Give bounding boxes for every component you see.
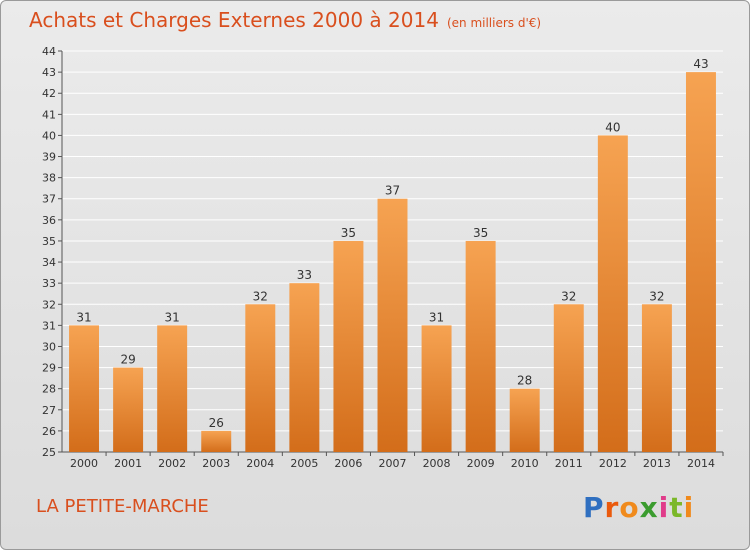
bar xyxy=(553,304,584,452)
y-tick-label: 32 xyxy=(42,298,56,311)
y-tick-label: 25 xyxy=(42,446,56,459)
x-tick-label: 2003 xyxy=(202,457,230,470)
data-label: 31 xyxy=(429,310,444,324)
data-label: 32 xyxy=(649,289,664,303)
chart-title: Achats et Charges Externes 2000 à 2014 (e… xyxy=(29,8,541,32)
data-label: 32 xyxy=(561,289,576,303)
y-tick-label: 26 xyxy=(42,425,56,438)
data-label: 29 xyxy=(120,353,135,367)
logo-letter: P xyxy=(583,491,605,524)
chart-subtitle: (en milliers d'€) xyxy=(446,16,542,30)
y-tick-label: 33 xyxy=(42,277,56,290)
y-tick-label: 38 xyxy=(42,172,56,185)
proxiti-logo: Proxiti xyxy=(583,491,694,524)
logo-letter: o xyxy=(619,491,640,524)
x-tick-label: 2000 xyxy=(70,457,98,470)
bar xyxy=(509,388,540,452)
logo-letter: t xyxy=(669,491,684,524)
bar xyxy=(245,304,276,452)
bar xyxy=(465,240,496,452)
data-label: 35 xyxy=(473,226,488,240)
y-tick-label: 43 xyxy=(42,66,56,79)
x-tick-label: 2006 xyxy=(334,457,362,470)
y-tick-label: 41 xyxy=(42,108,56,121)
y-tick-label: 30 xyxy=(42,340,56,353)
data-label: 32 xyxy=(253,289,268,303)
data-label: 35 xyxy=(341,226,356,240)
bar xyxy=(685,72,716,453)
bar xyxy=(377,198,408,452)
x-tick-label: 2012 xyxy=(599,457,627,470)
chart-title-text: Achats et Charges Externes 2000 à 2014 xyxy=(29,8,439,32)
bar xyxy=(289,283,320,452)
x-tick-label: 2010 xyxy=(511,457,539,470)
y-tick-label: 27 xyxy=(42,404,56,417)
logo-letter: i xyxy=(658,491,670,524)
y-tick-label: 42 xyxy=(42,87,56,100)
logo-letter: x xyxy=(639,491,659,524)
x-tick-label: 2005 xyxy=(290,457,318,470)
y-tick-label: 28 xyxy=(42,383,56,396)
logo-letter: i xyxy=(683,491,695,524)
y-tick-label: 29 xyxy=(42,362,56,375)
data-label: 33 xyxy=(297,268,312,282)
data-label: 43 xyxy=(693,57,708,71)
logo-letter: r xyxy=(604,491,620,524)
bar xyxy=(201,430,232,452)
bar xyxy=(333,240,364,452)
data-label: 37 xyxy=(385,184,400,198)
x-tick-label: 2014 xyxy=(687,457,715,470)
label-layer: 31 2000 29 2001 31 2002 26 2003 32 2004 33 2005 35 20… xyxy=(70,57,715,470)
y-tick-label: 37 xyxy=(42,193,56,206)
y-tick-label: 34 xyxy=(42,256,56,269)
bar xyxy=(157,325,188,452)
x-tick-label: 2002 xyxy=(158,457,186,470)
y-tick-label: 36 xyxy=(42,214,56,227)
commune-name: LA PETITE-MARCHE xyxy=(36,496,209,517)
x-tick-label: 2008 xyxy=(423,457,451,470)
bar xyxy=(641,304,672,452)
bar-layer xyxy=(69,72,716,453)
bar xyxy=(421,325,452,452)
bar xyxy=(597,135,628,452)
x-tick-label: 2009 xyxy=(467,457,495,470)
x-tick-label: 2013 xyxy=(643,457,671,470)
y-tick-label: 31 xyxy=(42,319,56,332)
x-tick-label: 2007 xyxy=(379,457,407,470)
y-tick-label: 39 xyxy=(42,151,56,164)
data-label: 31 xyxy=(165,310,180,324)
x-tick-label: 2011 xyxy=(555,457,583,470)
y-tick-label: 44 xyxy=(42,45,56,58)
data-label: 31 xyxy=(76,310,91,324)
data-label: 40 xyxy=(605,120,620,134)
data-label: 26 xyxy=(209,416,224,430)
x-tick-label: 2004 xyxy=(246,457,274,470)
x-tick-label: 2001 xyxy=(114,457,142,470)
y-tick-label: 35 xyxy=(42,235,56,248)
y-tick-label: 40 xyxy=(42,129,56,142)
data-label: 28 xyxy=(517,374,532,388)
bar xyxy=(69,325,100,452)
bar xyxy=(113,367,144,452)
